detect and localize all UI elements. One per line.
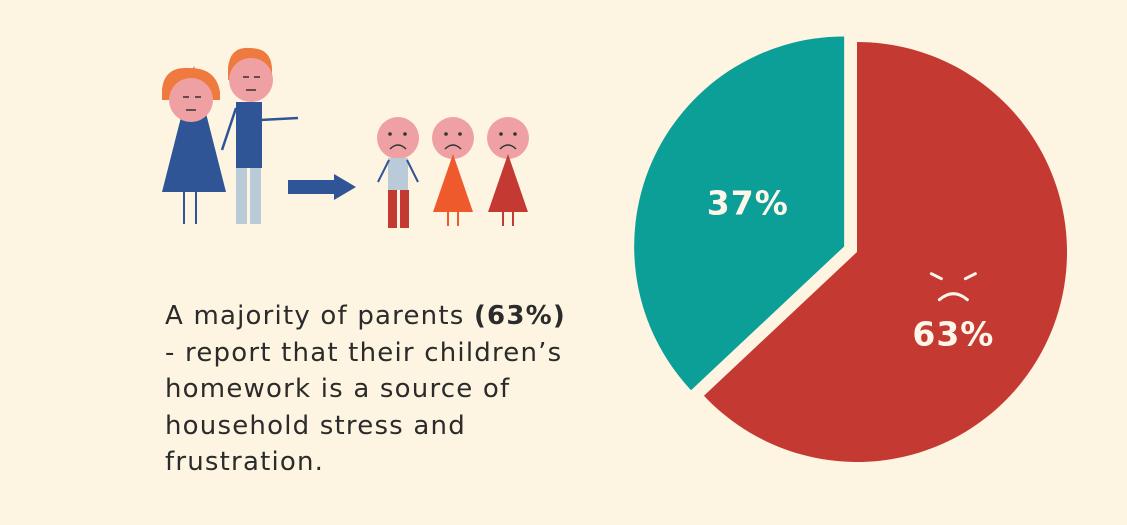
mother-figure [162,66,226,224]
caption-before: A majority of parents [165,301,474,331]
pie-label-63pct: 63% [912,315,994,354]
caption-after: - report that their children’s homework … [165,337,563,478]
pie-slices [634,36,1067,462]
pie-label-37pct: 37% [707,184,789,223]
pie-labels: 63% 37% [707,184,994,354]
caption-highlight: (63%) [473,301,566,331]
angry-face-icon [929,272,977,302]
father-figure [220,47,299,224]
pie-slice-63pct [703,42,1067,462]
child-figure-2 [432,117,474,226]
pie-slice-37pct [634,36,845,391]
caption-text: A majority of parents (63%) - report tha… [165,298,585,481]
arrow-icon [288,174,356,200]
pie-chart: 63% 37% [634,36,1067,462]
child-figure-1 [377,117,419,228]
child-figure-3 [487,117,529,226]
family-illustration [162,47,529,228]
